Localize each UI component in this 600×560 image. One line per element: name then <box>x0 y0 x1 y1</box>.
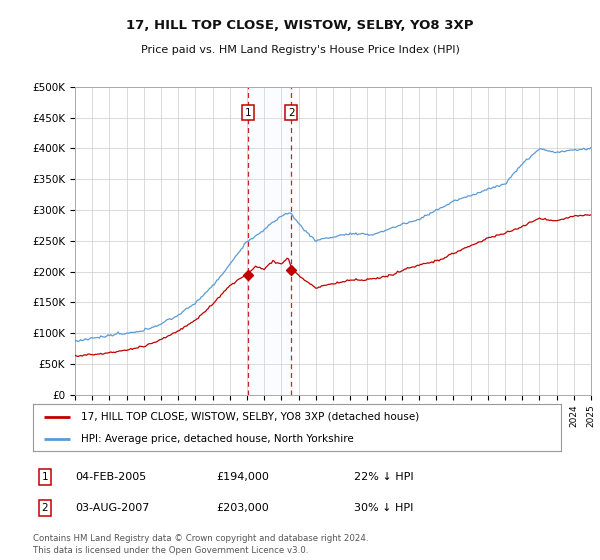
Text: 1: 1 <box>41 472 49 482</box>
Text: £194,000: £194,000 <box>216 472 269 482</box>
Text: £203,000: £203,000 <box>216 503 269 513</box>
Text: 03-AUG-2007: 03-AUG-2007 <box>75 503 149 513</box>
Text: 17, HILL TOP CLOSE, WISTOW, SELBY, YO8 3XP (detached house): 17, HILL TOP CLOSE, WISTOW, SELBY, YO8 3… <box>80 412 419 422</box>
Bar <box>248 87 292 395</box>
Text: Price paid vs. HM Land Registry's House Price Index (HPI): Price paid vs. HM Land Registry's House … <box>140 45 460 55</box>
Text: 04-FEB-2005: 04-FEB-2005 <box>75 472 146 482</box>
Text: 2: 2 <box>288 108 295 118</box>
Text: 17, HILL TOP CLOSE, WISTOW, SELBY, YO8 3XP: 17, HILL TOP CLOSE, WISTOW, SELBY, YO8 3… <box>126 18 474 32</box>
Text: 30% ↓ HPI: 30% ↓ HPI <box>354 503 413 513</box>
Text: 1: 1 <box>245 108 251 118</box>
Text: 2: 2 <box>41 503 49 513</box>
Text: HPI: Average price, detached house, North Yorkshire: HPI: Average price, detached house, Nort… <box>80 434 353 444</box>
Text: Contains HM Land Registry data © Crown copyright and database right 2024.
This d: Contains HM Land Registry data © Crown c… <box>33 534 368 555</box>
Text: 22% ↓ HPI: 22% ↓ HPI <box>354 472 413 482</box>
